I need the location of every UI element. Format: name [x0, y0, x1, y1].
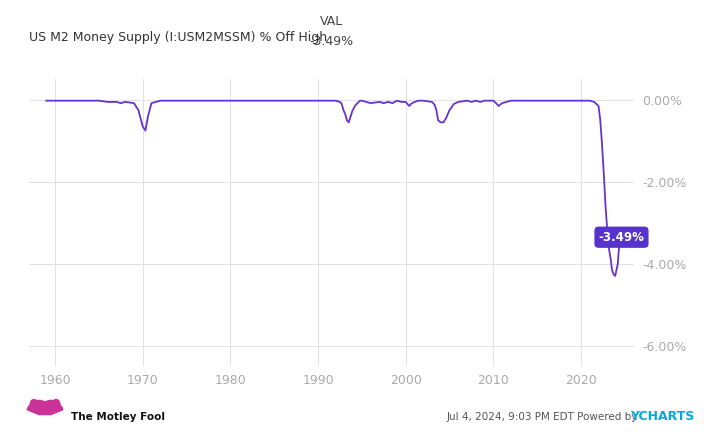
Text: -3.49%: -3.49% — [309, 35, 354, 48]
Wedge shape — [39, 400, 63, 415]
Wedge shape — [27, 400, 51, 415]
Polygon shape — [39, 406, 51, 415]
Text: VAL: VAL — [320, 15, 343, 28]
Text: Jul 4, 2024, 9:03 PM EDT Powered by: Jul 4, 2024, 9:03 PM EDT Powered by — [446, 412, 641, 422]
Circle shape — [30, 400, 37, 407]
Circle shape — [53, 400, 60, 407]
Text: The Motley Fool: The Motley Fool — [71, 412, 165, 422]
Text: YCHARTS: YCHARTS — [631, 410, 695, 423]
Text: -3.49%: -3.49% — [598, 231, 644, 244]
Text: US M2 Money Supply (I:USM2MSSM) % Off High: US M2 Money Supply (I:USM2MSSM) % Off Hi… — [29, 31, 327, 44]
